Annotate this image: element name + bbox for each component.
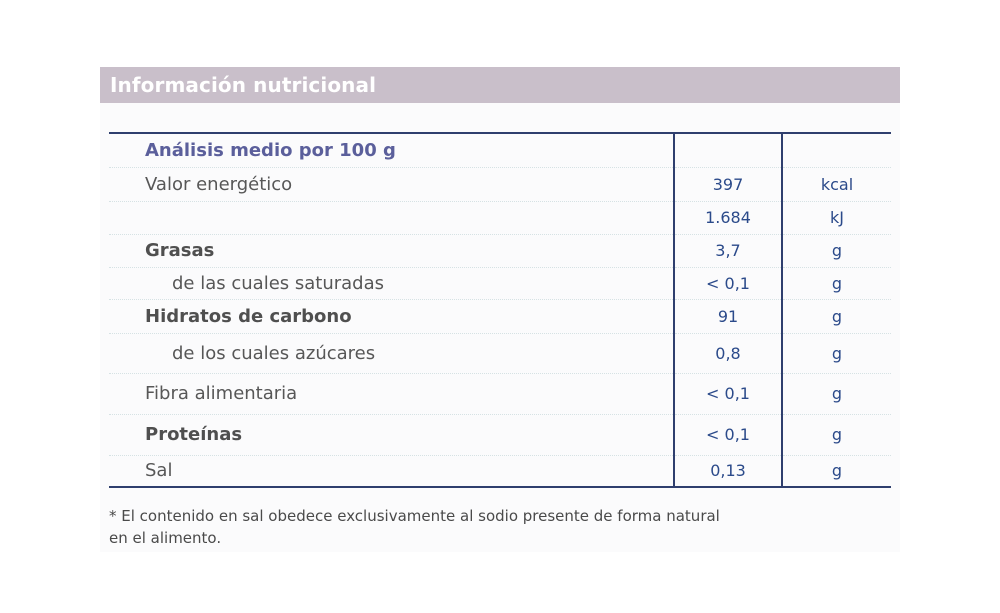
unit-cell: g: [782, 299, 891, 334]
unit-cell: g: [782, 455, 891, 488]
row-label: de las cuales saturadas: [109, 267, 674, 300]
value-cell: 91: [673, 299, 783, 334]
footnote-line: * El contenido en sal obedece exclusivam…: [109, 507, 720, 525]
unit-cell: g: [782, 267, 891, 300]
unit-cell: kcal: [782, 167, 891, 202]
unit-cell: g: [782, 373, 891, 415]
table-row: de los cuales azúcares 0,8 g: [109, 333, 891, 374]
table-row: Proteínas < 0,1 g: [109, 414, 891, 456]
row-label: [109, 201, 674, 235]
value-cell: [673, 132, 783, 168]
salt-footnote: * El contenido en sal obedece exclusivam…: [109, 505, 809, 549]
row-label: Fibra alimentaria: [109, 373, 674, 415]
unit-cell: g: [782, 234, 891, 268]
row-label: Grasas: [109, 234, 674, 268]
value-cell: 0,13: [673, 455, 783, 488]
value-cell: 1.684: [673, 201, 783, 235]
table-row: Sal 0,13 g: [109, 455, 891, 488]
value-cell: 397: [673, 167, 783, 202]
table-row: Fibra alimentaria < 0,1 g: [109, 373, 891, 415]
table-row: 1.684 kJ: [109, 201, 891, 235]
nutrition-title: Información nutricional: [110, 73, 377, 97]
value-cell: 3,7: [673, 234, 783, 268]
value-cell: < 0,1: [673, 267, 783, 300]
footnote-line: en el alimento.: [109, 529, 222, 547]
row-label: de los cuales azúcares: [109, 333, 674, 374]
row-label: Valor energético: [109, 167, 674, 202]
value-cell: < 0,1: [673, 414, 783, 456]
table-row: Análisis medio por 100 g: [109, 132, 891, 168]
table-row: Hidratos de carbono 91 g: [109, 299, 891, 334]
row-label: Hidratos de carbono: [109, 299, 674, 334]
unit-cell: kJ: [782, 201, 891, 235]
analysis-heading: Análisis medio por 100 g: [109, 132, 674, 168]
nutrition-table: Análisis medio por 100 g Valor energétic…: [109, 132, 891, 488]
table-row: de las cuales saturadas < 0,1 g: [109, 267, 891, 300]
unit-cell: [782, 132, 891, 168]
unit-cell: g: [782, 333, 891, 374]
value-cell: 0,8: [673, 333, 783, 374]
unit-cell: g: [782, 414, 891, 456]
table-row: Grasas 3,7 g: [109, 234, 891, 268]
table-row: Valor energético 397 kcal: [109, 167, 891, 202]
row-label: Proteínas: [109, 414, 674, 456]
nutrition-header: Información nutricional: [100, 67, 900, 103]
row-label: Sal: [109, 455, 674, 488]
value-cell: < 0,1: [673, 373, 783, 415]
